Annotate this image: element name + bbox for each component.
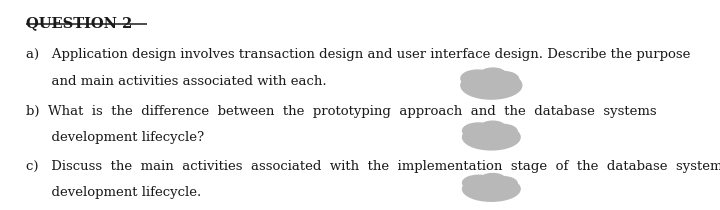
Text: c)   Discuss  the  main  activities  associated  with  the  implementation  stag: c) Discuss the main activities associate…: [27, 160, 720, 173]
Ellipse shape: [462, 175, 494, 190]
Ellipse shape: [462, 124, 520, 150]
Ellipse shape: [488, 177, 517, 191]
Ellipse shape: [480, 173, 505, 185]
Text: and main activities associated with each.: and main activities associated with each…: [27, 75, 327, 88]
Ellipse shape: [461, 70, 495, 87]
Text: b)  What  is  the  difference  between  the  prototyping  approach  and  the  da: b) What is the difference between the pr…: [27, 105, 657, 118]
Text: development lifecycle?: development lifecycle?: [27, 131, 204, 144]
Ellipse shape: [462, 177, 520, 201]
Ellipse shape: [480, 121, 505, 133]
Text: QUESTION 2: QUESTION 2: [27, 16, 132, 30]
Ellipse shape: [480, 68, 505, 81]
Ellipse shape: [488, 72, 518, 87]
Text: a)   Application design involves transaction design and user interface design. D: a) Application design involves transacti…: [27, 48, 690, 61]
Ellipse shape: [461, 72, 522, 99]
Text: development lifecycle.: development lifecycle.: [27, 186, 202, 199]
Ellipse shape: [488, 124, 517, 139]
Ellipse shape: [462, 123, 494, 138]
